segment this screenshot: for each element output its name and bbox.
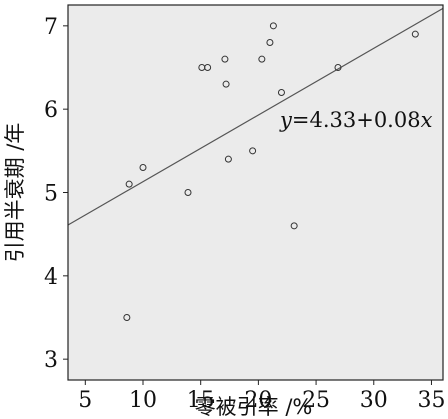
data-point — [258, 55, 266, 63]
data-point — [222, 80, 230, 88]
regression-equation: y=4.33+0.08x — [279, 108, 433, 132]
data-point — [139, 164, 147, 171]
x-tick-label: 15 — [187, 388, 215, 413]
data-point — [249, 147, 257, 155]
data-point — [224, 155, 232, 163]
y-tick-label: 5 — [44, 182, 58, 207]
data-point — [277, 89, 285, 96]
x-tick-label: 30 — [360, 388, 388, 413]
data-point — [123, 314, 131, 321]
regression-line — [67, 7, 444, 226]
y-tick-label: 4 — [44, 265, 58, 290]
y-axis-label: 引用半衰期 /年 — [3, 123, 27, 263]
y-tick-label: 3 — [44, 348, 58, 373]
y-tick-label: 6 — [44, 98, 58, 123]
x-axis-label: 零被引率 /% — [195, 395, 313, 419]
data-point — [125, 180, 133, 188]
x-tick-label: 5 — [78, 388, 92, 413]
data-point — [184, 189, 192, 196]
x-tick-label: 20 — [244, 388, 272, 413]
x-tick-label: 10 — [129, 388, 157, 413]
plot-frame — [67, 4, 444, 381]
data-point — [266, 39, 274, 46]
data-point — [290, 222, 298, 230]
data-point — [411, 30, 419, 38]
x-tick-label: 35 — [417, 388, 445, 413]
plot-area — [68, 5, 443, 380]
x-tick-label: 25 — [302, 388, 330, 413]
y-tick-label: 7 — [44, 15, 58, 40]
data-point — [269, 22, 277, 30]
data-point — [204, 64, 212, 71]
data-point — [334, 64, 342, 71]
data-point — [221, 55, 229, 63]
